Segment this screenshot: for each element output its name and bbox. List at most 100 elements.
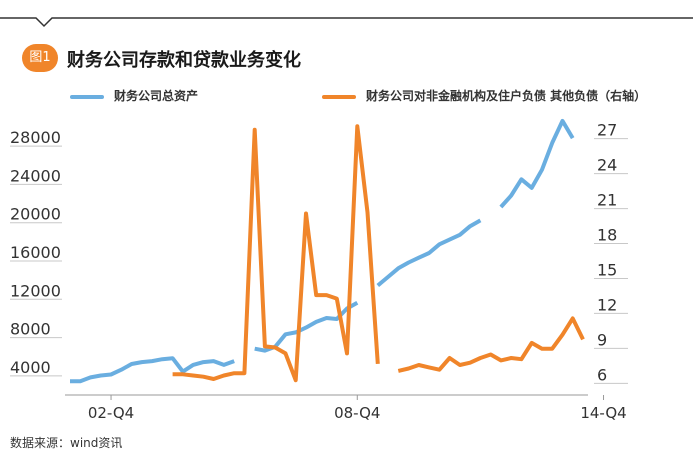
data-point-liabilities [520,358,523,361]
data-point-total-assets [305,326,308,329]
data-point-liabilities [530,341,533,344]
top-rule [0,17,693,28]
series-line-total-assets [70,356,235,384]
data-point-liabilities [417,364,420,367]
legend-swatch [322,94,356,99]
data-point-total-assets [479,219,482,222]
data-point-total-assets [541,168,544,171]
data-point-liabilities [561,333,564,336]
data-point-total-assets [469,225,472,228]
data-point-total-assets [571,137,574,140]
data-point-total-assets [253,347,256,350]
series-line-liabilities [397,316,585,373]
data-point-liabilities [202,375,205,378]
data-point-total-assets [530,186,533,189]
data-point-liabilities [192,374,195,377]
y-left-tick-label: 8000 [10,320,51,339]
series-line-total-assets [499,118,575,209]
data-point-liabilities [274,346,277,349]
data-point-liabilities [571,317,574,320]
data-point-total-assets [212,360,215,363]
data-point-liabilities [335,297,338,300]
data-point-liabilities [448,357,451,360]
data-point-total-assets [551,141,554,144]
data-point-total-assets [222,363,225,366]
data-point-liabilities [499,359,502,362]
data-point-liabilities [171,373,174,376]
legend-item-total-assets: 财务公司总资产 [70,87,198,104]
figure-badge: 图1 [22,44,58,72]
data-point-liabilities [376,362,379,365]
data-point-liabilities [294,379,297,382]
y-left-tick-label: 4000 [10,358,51,377]
data-point-total-assets [140,361,143,364]
data-point-total-assets [438,243,441,246]
data-point-liabilities [479,357,482,360]
data-point-total-assets [397,267,400,270]
data-point-total-assets [120,368,123,371]
source-note: 数据来源：wind资讯 [10,436,123,450]
data-point-total-assets [284,333,287,336]
data-point-liabilities [356,125,359,128]
data-point-liabilities [212,378,215,381]
data-point-total-assets [499,206,502,209]
data-point-liabilities [233,372,236,375]
data-point-total-assets [99,374,102,377]
y-right-tick-label: 9 [597,330,607,349]
y-right-tick-label: 15 [597,260,617,279]
data-point-total-assets [458,233,461,236]
data-point-liabilities [315,294,318,297]
data-point-total-assets [151,360,154,363]
data-point-total-assets [130,363,133,366]
data-point-total-assets [428,252,431,255]
y-left-tick-label: 20000 [10,205,61,224]
y-right-tick-label: 6 [597,365,607,384]
data-point-total-assets [520,178,523,181]
data-point-liabilities [284,352,287,355]
data-point-total-assets [315,320,318,323]
y-right-tick-label: 12 [597,295,617,314]
data-point-liabilities [243,372,246,375]
data-point-liabilities [325,294,328,297]
data-point-total-assets [192,363,195,366]
data-point-liabilities [222,374,225,377]
data-point-total-assets [376,284,379,287]
series-line-total-assets [376,218,482,288]
y-left-tick-label: 16000 [10,243,61,262]
data-point-total-assets [69,380,72,383]
data-point-total-assets [335,318,338,321]
series-line-liabilities [172,124,380,383]
y-right-tick-label: 24 [597,156,617,175]
data-point-liabilities [366,211,369,214]
data-point-total-assets [233,360,236,363]
data-point-total-assets [448,238,451,241]
data-point-liabilities [458,364,461,367]
y-right-tick-label: 27 [597,121,617,140]
y-right-tick-label: 18 [597,226,617,245]
data-point-liabilities [489,353,492,356]
data-point-liabilities [541,347,544,350]
data-point-total-assets [171,357,174,360]
data-point-liabilities [582,338,585,341]
data-point-liabilities [346,352,349,355]
data-point-total-assets [407,261,410,264]
data-point-liabilities [407,367,410,370]
x-tick-label: 02-Q4 [88,404,134,422]
data-point-total-assets [161,358,164,361]
data-point-total-assets [202,361,205,364]
data-point-total-assets [110,373,113,376]
chart-title: 财务公司存款和贷款业务变化 [67,50,301,71]
data-point-liabilities [253,128,256,131]
y-right-tick-label: 21 [597,191,617,210]
legend-label: 财务公司对非金融机构及住户负债 其他负债（右轴） [366,89,647,103]
data-point-liabilities [263,345,266,348]
legend-label: 财务公司总资产 [114,89,199,103]
data-point-total-assets [510,194,513,197]
y-left-tick-label: 24000 [10,166,61,185]
data-point-liabilities [305,212,308,215]
data-point-total-assets [263,349,266,352]
data-point-total-assets [561,119,564,122]
y-left-tick-label: 12000 [10,281,61,300]
